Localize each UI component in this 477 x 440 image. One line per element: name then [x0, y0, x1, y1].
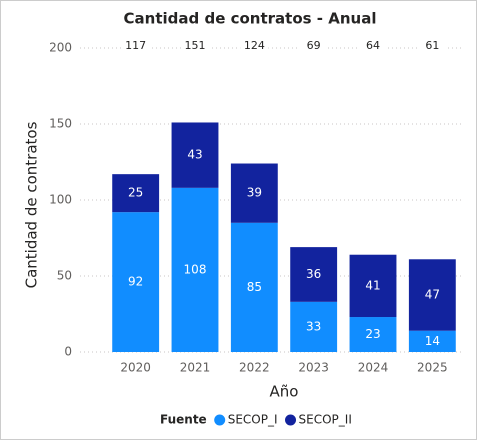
total-label-bg: [299, 39, 328, 53]
x-tick-label: 2024: [358, 361, 389, 375]
bar-segment: [349, 317, 397, 352]
bar-segment: [290, 301, 338, 352]
data-label: 43: [187, 148, 202, 162]
legend-swatch: [214, 414, 226, 426]
data-label: 33: [306, 319, 321, 333]
total-label: 151: [185, 39, 206, 52]
data-label: 85: [247, 280, 262, 294]
bar-segment: [171, 187, 219, 352]
bar-segment: [230, 163, 278, 223]
x-tick-label: 2021: [180, 361, 211, 375]
total-label-bg: [418, 39, 447, 53]
legend-label: SECOP_I: [228, 413, 278, 427]
bar-segment: [230, 222, 278, 352]
total-label-bg: [240, 39, 269, 53]
data-label: 14: [425, 334, 440, 348]
data-label: 41: [365, 278, 380, 292]
chart-title: Cantidad de contratos - Anual: [124, 10, 377, 28]
y-tick-label: 200: [49, 41, 72, 55]
bar-segment: [112, 212, 160, 352]
bar-segment: [290, 247, 338, 302]
y-tick-label: 50: [57, 269, 72, 283]
bar-segment: [112, 174, 160, 213]
total-label-bg: [121, 39, 150, 53]
legend-label: SECOP_II: [299, 413, 352, 427]
data-label: 47: [425, 288, 440, 302]
bar-segment: [171, 122, 219, 188]
x-tick-label: 2020: [120, 361, 151, 375]
legend-swatch: [285, 414, 297, 426]
bar-segment: [408, 259, 456, 331]
bar-segment: [408, 330, 456, 352]
y-tick-label: 100: [49, 193, 72, 207]
data-label: 92: [128, 275, 143, 289]
data-label: 39: [247, 186, 262, 200]
x-tick-label: 2022: [239, 361, 270, 375]
data-label: 23: [365, 327, 380, 341]
data-label: 25: [128, 186, 143, 200]
total-label: 61: [425, 39, 439, 52]
total-label: 117: [125, 39, 146, 52]
legend-title: Fuente: [160, 413, 207, 427]
y-tick-label: 150: [49, 117, 72, 131]
bar-segment: [349, 254, 397, 318]
data-label: 108: [184, 262, 207, 276]
total-label-bg: [359, 39, 387, 53]
x-tick-label: 2025: [417, 361, 448, 375]
x-axis-label: Año: [270, 383, 299, 401]
data-label: 36: [306, 267, 321, 281]
total-label: 64: [366, 39, 380, 52]
total-label: 69: [307, 39, 321, 52]
total-label: 124: [244, 39, 265, 52]
total-label-bg: [181, 39, 209, 53]
x-tick-label: 2023: [298, 361, 329, 375]
y-axis-label: Cantidad de contratos: [23, 121, 41, 288]
y-tick-label: 0: [64, 345, 72, 359]
